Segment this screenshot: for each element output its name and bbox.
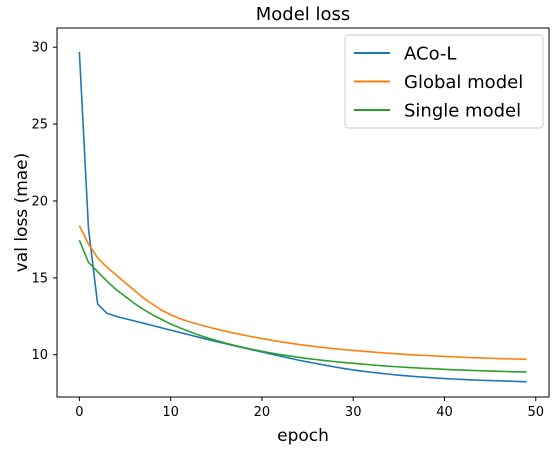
series-line-3 — [78, 239, 527, 373]
y-tick-label: 10 — [31, 348, 48, 363]
series-line-1 — [78, 51, 527, 383]
legend-label: Global model — [404, 72, 523, 93]
legend-label: ACo-L — [404, 44, 456, 65]
y-tick-label: 20 — [31, 194, 48, 209]
y-tick-label: 15 — [31, 271, 48, 286]
legend-box — [344, 34, 544, 129]
chart-title: Model loss — [256, 4, 351, 25]
x-tick-label: 30 — [345, 405, 362, 420]
x-tick-label: 10 — [162, 405, 179, 420]
y-tick-label: 30 — [31, 41, 48, 56]
y-tick-label: 25 — [31, 118, 48, 133]
y-axis-label: val loss (mae) — [12, 153, 32, 273]
series-line-2 — [78, 225, 527, 361]
y-axis-ticks: 10 15 20 25 30 — [31, 41, 57, 363]
x-tick-label: 0 — [75, 405, 83, 420]
x-axis-ticks: 0 10 20 30 40 50 — [75, 397, 544, 420]
x-axis-label: epoch — [277, 426, 329, 446]
legend-label: Single model — [404, 101, 521, 122]
x-tick-label: 20 — [254, 405, 271, 420]
plot-area-frame — [56, 27, 550, 398]
x-tick-label: 50 — [527, 405, 544, 420]
x-tick-label: 40 — [436, 405, 453, 420]
legend: ACo-L Global model Single model — [344, 34, 544, 129]
series-lines — [78, 51, 527, 383]
